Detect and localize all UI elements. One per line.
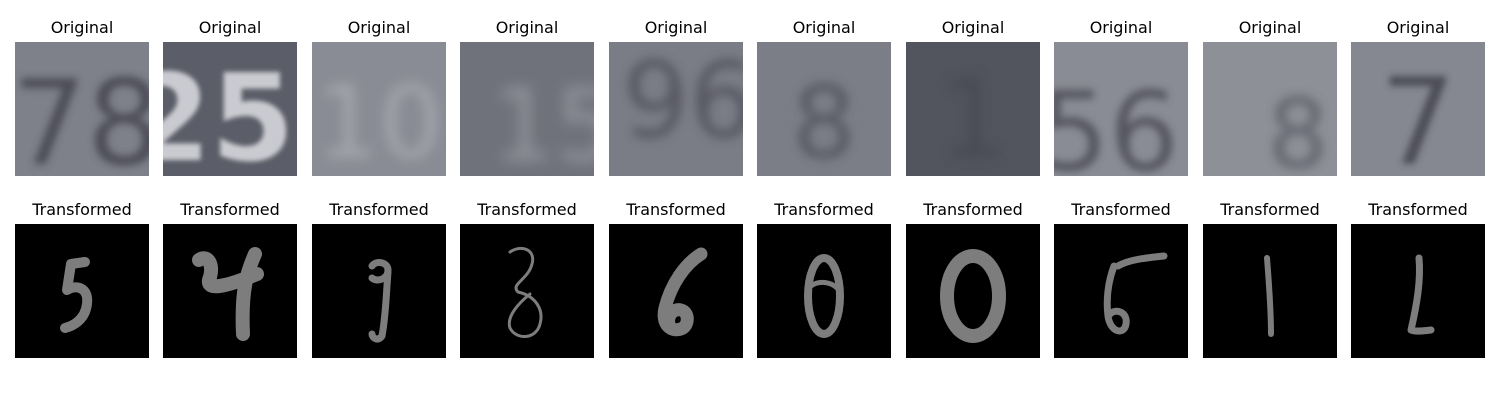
transformed-title-2: Transformed	[180, 200, 280, 219]
transformed-image-10	[1351, 224, 1485, 358]
transformed-digit-stroke-10	[1407, 254, 1435, 335]
original-background-10	[1351, 42, 1485, 176]
transformed-image-6	[757, 224, 891, 358]
transformed-digit-crossbar-6	[808, 279, 840, 291]
original-background-5	[609, 42, 743, 176]
original-image-2: 25	[163, 42, 297, 176]
transformed-title-7: Transformed	[923, 200, 1023, 219]
transformed-digit-stroke-4	[507, 247, 543, 338]
original-title-4: Original	[495, 18, 559, 37]
transformed-title-3: Transformed	[329, 200, 429, 219]
original-image-1: 78	[15, 42, 149, 176]
original-digits-1: 78	[15, 54, 149, 176]
transformed-image-1	[15, 224, 149, 358]
transformed-image-4	[460, 224, 594, 358]
original-background-3	[312, 42, 446, 176]
transformed-digit-stroke-3	[368, 259, 392, 343]
original-image-9: 8	[1203, 42, 1337, 176]
original-image-10: 7	[1351, 42, 1485, 176]
transformed-title-5: Transformed	[626, 200, 726, 219]
transformed-digit-stroke-7	[940, 249, 1006, 343]
transformed-digit-stroke-2	[192, 247, 264, 341]
original-title-9: Original	[1238, 18, 1302, 37]
original-background-4	[460, 42, 594, 176]
original-digits-2: 25	[163, 50, 295, 176]
original-background-8	[1054, 42, 1188, 176]
original-background-1	[15, 42, 149, 176]
original-image-7: 1	[906, 42, 1040, 176]
original-digits-5: 96	[622, 42, 743, 162]
original-title-10: Original	[1386, 18, 1450, 37]
original-background-2	[163, 42, 297, 176]
transformed-image-9	[1203, 224, 1337, 358]
original-digits-6: 8	[792, 64, 856, 176]
transformed-title-10: Transformed	[1368, 200, 1468, 219]
original-digits-3: 10	[315, 64, 442, 176]
original-image-3: 10	[312, 42, 446, 176]
original-digits-7: 1	[938, 55, 1008, 176]
original-digits-9: 8	[1268, 80, 1328, 176]
original-image-5: 96	[609, 42, 743, 176]
original-title-8: Original	[1089, 18, 1153, 37]
original-image-8: 56	[1054, 42, 1188, 176]
transformed-digit-stroke-1	[60, 257, 93, 333]
original-digits-10: 7	[1380, 54, 1456, 176]
original-title-6: Original	[792, 18, 856, 37]
transformed-title-4: Transformed	[477, 200, 577, 219]
original-digits-8: 56	[1054, 68, 1179, 176]
original-image-4: 15	[460, 42, 594, 176]
original-title-5: Original	[644, 18, 708, 37]
original-background-9	[1203, 42, 1337, 176]
original-image-6: 8	[757, 42, 891, 176]
transformed-title-9: Transformed	[1220, 200, 1320, 219]
original-title-2: Original	[198, 18, 262, 37]
original-digits-4: 15	[491, 67, 594, 176]
transformed-digit-stroke-5	[657, 247, 708, 337]
original-background-6	[757, 42, 891, 176]
transformed-title-1: Transformed	[32, 200, 132, 219]
original-title-1: Original	[50, 18, 114, 37]
original-title-3: Original	[347, 18, 411, 37]
transformed-image-3	[312, 224, 446, 358]
original-title-7: Original	[941, 18, 1005, 37]
original-background-7	[906, 42, 1040, 176]
transformed-image-8	[1054, 224, 1188, 358]
transformed-digit-stroke-9	[1264, 255, 1274, 337]
transformed-image-5	[609, 224, 743, 358]
transformed-image-7	[906, 224, 1040, 358]
transformed-digit-stroke-8	[1103, 252, 1168, 335]
transformed-title-8: Transformed	[1071, 200, 1171, 219]
transformed-image-2	[163, 224, 297, 358]
transformed-title-6: Transformed	[774, 200, 874, 219]
transformed-digit-stroke-6	[804, 254, 844, 338]
